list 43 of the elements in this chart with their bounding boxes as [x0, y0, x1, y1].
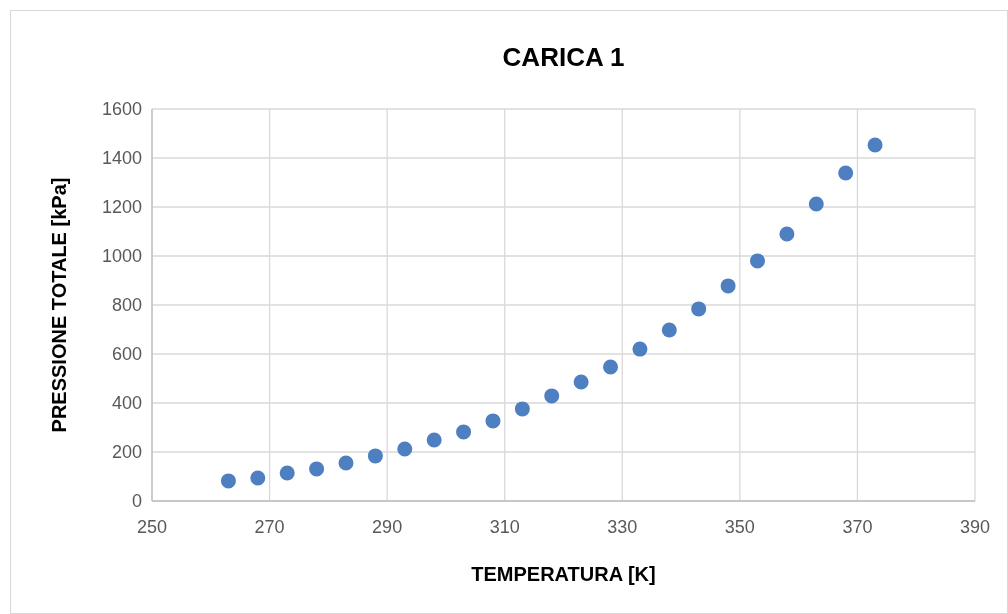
point: [250, 470, 266, 486]
x-axis-title: TEMPERATURA [K]: [471, 563, 656, 585]
point: [426, 432, 442, 448]
x-tick-label: 330: [607, 517, 638, 537]
point: [603, 359, 619, 375]
x-tick-label: 390: [959, 517, 991, 537]
chart-title: CARICA 1: [502, 42, 625, 72]
x-tick-label: 250: [136, 517, 168, 537]
x-tick-label: 370: [842, 517, 873, 537]
point: [779, 226, 795, 242]
y-tick-label: 800: [111, 295, 142, 316]
point: [309, 461, 325, 477]
y-tick-label: 200: [111, 442, 142, 463]
point: [661, 322, 677, 338]
y-tick-label: 1000: [101, 246, 142, 267]
x-tick-label: 290: [372, 517, 403, 537]
point: [220, 473, 236, 489]
point: [338, 455, 354, 471]
point: [867, 137, 883, 153]
point: [573, 374, 589, 390]
x-tick-label: 270: [254, 517, 285, 537]
point: [456, 424, 472, 440]
point: [544, 388, 560, 404]
x-tick-label: 350: [724, 517, 755, 537]
point: [279, 465, 295, 481]
y-tick-label: 600: [111, 344, 142, 365]
point: [838, 165, 854, 181]
y-tick-label: 1400: [101, 148, 142, 169]
point: [720, 278, 736, 294]
point: [514, 401, 530, 417]
y-axis-title: PRESSIONE TOTALE [kPa]: [48, 177, 70, 433]
point: [367, 448, 383, 464]
x-tick-label: 310: [489, 517, 520, 537]
point: [397, 441, 413, 457]
point: [749, 253, 765, 269]
y-tick-label: 1600: [101, 99, 142, 120]
point: [485, 413, 501, 429]
y-tick-label: 0: [131, 491, 142, 512]
y-tick-label: 400: [111, 393, 142, 414]
point: [632, 341, 648, 357]
point: [808, 196, 824, 212]
point: [691, 301, 707, 317]
y-tick-label: 1200: [101, 197, 142, 218]
